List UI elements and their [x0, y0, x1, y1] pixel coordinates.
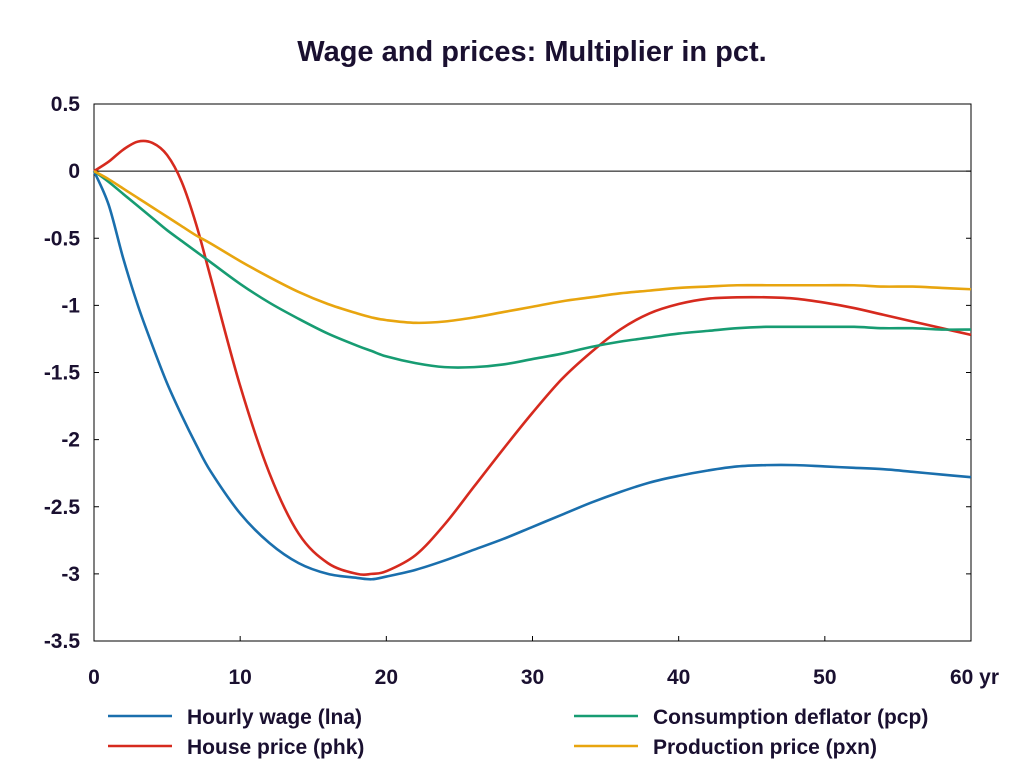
- legend-label-0: Hourly wage (lna): [187, 706, 362, 729]
- x-tick-label: 10: [228, 666, 251, 689]
- x-tick-label: 0: [88, 666, 100, 689]
- series-line-1: [93, 139, 972, 577]
- axes: 0.5 0 -0.5 -1 -1.5 -2 -2.5 -3 -3.5 0 10 20 30 40 50 60 …: [44, 93, 999, 689]
- legend-label-2: Consumption deflator (pcp): [653, 706, 928, 729]
- legend-label-3: Production price (pxn): [653, 736, 877, 759]
- y-tick-label: -2: [61, 429, 80, 452]
- y-tick-label: -3.5: [44, 630, 81, 653]
- series-line-0: [92, 170, 972, 581]
- y-tick-label: -1: [61, 294, 80, 317]
- legend-label-1: House price (phk): [187, 736, 364, 759]
- series-line-3: [93, 169, 972, 325]
- chart-title: Wage and prices: Multiplier in pct.: [297, 36, 766, 68]
- legend: Hourly wage (lna) House price (phk) Consum…: [108, 706, 928, 759]
- x-tick-label: 30: [521, 666, 544, 689]
- y-tick-label: -1.5: [44, 362, 81, 385]
- y-tick-label: 0.5: [51, 93, 81, 116]
- y-tick-label: -0.5: [44, 227, 81, 250]
- x-tick-label: 40: [667, 666, 690, 689]
- x-tick-label: 50: [813, 666, 836, 689]
- y-tick-label: -2.5: [44, 496, 81, 519]
- series-layer: [92, 139, 972, 581]
- series-line-2: [93, 170, 972, 369]
- y-tick-label: 0: [68, 160, 80, 183]
- plot-area-frame: [93, 103, 972, 642]
- y-tick-label: -3: [61, 563, 80, 586]
- x-tick-label: 60 yr: [950, 666, 999, 689]
- x-tick-label: 20: [375, 666, 398, 689]
